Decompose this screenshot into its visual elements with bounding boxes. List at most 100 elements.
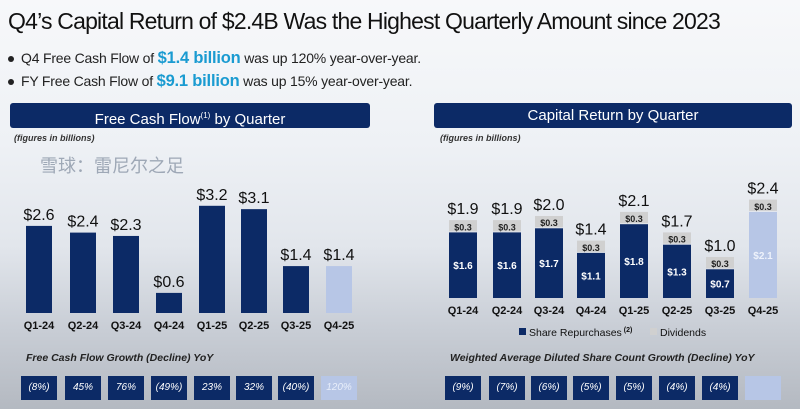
fcf-growth-box: (8%) [21,376,57,400]
cr-x-tick: Q3-24 [534,305,565,317]
fcf-x-tick: Q3-25 [281,320,312,332]
dividend-bar [706,257,734,269]
share-count-growth-box: (5%) [573,376,609,400]
repurchase-value-label: $1.8 [624,257,644,268]
share-repurchase-bar [749,211,777,298]
dividend-bar [577,240,605,252]
share-repurchase-bar [620,224,648,298]
dividend-bar [620,211,648,224]
fcf-growth-box: (40%) [278,376,314,400]
bullet-dot [8,79,14,86]
repurchase-value-label: $1.3 [667,267,687,278]
share-count-growth-box: (6%) [531,376,567,400]
repurchase-value-label: $1.7 [539,259,559,270]
total-value-label: $2.1 [618,193,649,210]
fcf-bar [26,225,52,313]
repurchase-value-label: $2.1 [753,251,773,262]
legend-repurchases: Share Repurchases (2) [529,327,632,339]
fcf-growth-box: 23% [194,376,230,400]
fcf-x-tick: Q4-25 [324,320,355,332]
bullet-text: was up 120% year-over-year. [240,50,421,66]
bullet-fy-fcf: FY Free Cash Flow of $9.1 billion was up… [8,72,412,91]
fcf-x-tick: Q2-24 [68,320,99,332]
fcf-value-label: $1.4 [323,247,354,264]
dividend-bar [493,220,521,232]
cr-x-tick: Q1-24 [448,305,479,317]
total-value-label: $1.9 [491,201,522,218]
bullet-highlight: $9.1 billion [156,72,240,90]
bullet-text: was up 15% year-over-year. [239,73,413,89]
dividend-value-label: $0.3 [582,243,600,253]
cr-x-tick: Q2-25 [662,305,693,317]
legend-swatch-repurchases [519,328,526,335]
fcf-value-label: $3.1 [238,190,269,207]
share-repurchase-bar [535,228,563,298]
dividend-bar [749,199,777,211]
fcf-bar [326,266,352,313]
slide-title: Q4’s Capital Return of $2.4B Was the Hig… [8,8,721,34]
fcf-value-label: $2.6 [23,207,54,224]
watermark: 雪球：雷尼尔之足 [40,156,184,176]
total-value-label: $1.9 [447,201,478,218]
fcf-units-note: (figures in billions) [14,133,95,143]
share-count-growth-box: (4%) [702,376,738,400]
fcf-bar [199,205,225,313]
cr-x-tick: Q4-25 [748,305,779,317]
bullet-text: Q4 Free Cash Flow of [21,50,158,66]
fcf-value-label: $3.2 [196,187,227,204]
capital-return-header: Capital Return by Quarter [434,103,792,128]
share-repurchase-bar [493,232,521,298]
fcf-x-tick: Q1-24 [24,320,55,332]
share-count-growth-box [745,376,781,400]
share-count-growth-box: (7%) [489,376,525,400]
fcf-growth-box: 32% [236,376,272,400]
dividend-value-label: $0.3 [454,222,472,232]
total-value-label: $2.0 [533,197,564,214]
dividend-value-label: $0.3 [754,202,772,212]
dividend-value-label: $0.3 [668,235,686,245]
bullet-text: FY Free Cash Flow of [21,73,157,89]
share-repurchase-bar [706,269,734,298]
fcf-chart-header: Free Cash Flow(1) by Quarter [10,103,370,128]
dividend-bar [535,216,563,228]
total-value-label: $2.4 [747,181,778,198]
legend-dividends: Dividends [660,327,706,339]
dividend-bar [449,220,477,232]
fcf-growth-box: 120% [321,376,357,400]
fcf-x-tick: Q2-25 [239,320,270,332]
fcf-title: Free Cash Flow [94,111,201,128]
cr-x-tick: Q2-24 [492,305,523,317]
fcf-bar [283,266,309,313]
share-count-growth-box: (4%) [659,376,695,400]
fcf-value-label: $0.6 [153,274,184,291]
dividend-value-label: $0.3 [711,259,729,269]
fcf-growth-label: Free Cash Flow Growth (Decline) YoY [26,352,214,364]
dividend-bar [663,232,691,244]
legend-swatch-dividends [650,328,657,335]
repurchase-value-label: $1.6 [453,261,473,272]
share-repurchase-bar [577,252,605,298]
repurchase-value-label: $1.1 [581,271,601,282]
total-value-label: $1.0 [704,238,735,255]
fcf-x-tick: Q3-24 [111,320,142,332]
share-count-growth-box: (9%) [445,376,481,400]
share-repurchase-bar [663,244,691,298]
share-repurchase-bar [449,232,477,298]
fcf-x-tick: Q4-24 [154,320,185,332]
fcf-growth-box: 45% [65,376,101,400]
fcf-value-label: $1.4 [280,247,311,264]
cr-x-tick: Q1-25 [619,305,650,317]
fcf-growth-box: 76% [108,376,144,400]
bullet-highlight: $1.4 billion [157,49,241,67]
total-value-label: $1.7 [661,213,692,230]
fcf-bar [241,209,267,313]
cr-x-tick: Q4-24 [576,305,607,317]
fcf-bar [70,232,96,313]
bullet-q4-fcf: Q4 Free Cash Flow of $1.4 billion was up… [8,49,421,68]
fcf-value-label: $2.3 [110,217,141,234]
fcf-growth-box: (49%) [151,376,187,400]
fcf-value-label: $2.4 [67,214,98,231]
cr-x-tick: Q3-25 [705,305,736,317]
dividend-value-label: $0.3 [498,222,516,232]
